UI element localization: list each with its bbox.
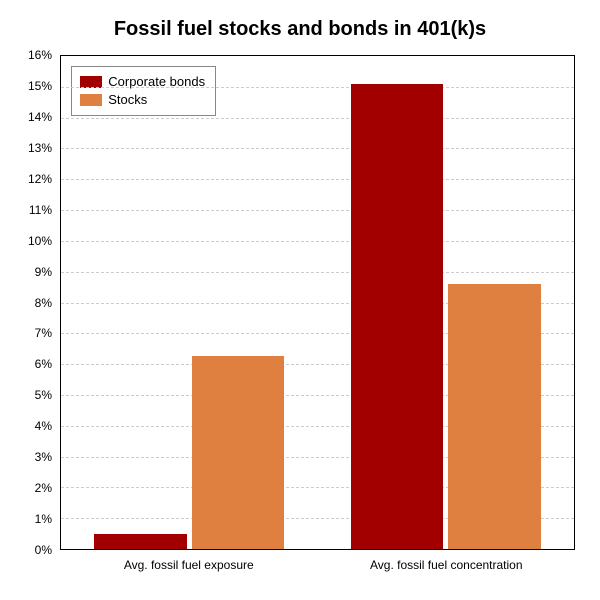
bar [351,84,443,549]
y-tick-label: 8% [35,296,52,310]
legend-swatch [80,94,102,106]
y-tick-label: 11% [29,203,52,217]
bar [448,284,540,549]
x-axis-labels: Avg. fossil fuel exposure Avg. fossil fue… [60,552,575,600]
y-tick-label: 16% [28,48,52,62]
y-tick-label: 14% [28,110,52,124]
gridline [61,148,574,149]
gridline [61,118,574,119]
chart-title: Fossil fuel stocks and bonds in 401(k)s [0,18,600,41]
y-tick-label: 10% [28,234,52,248]
y-tick-label: 7% [35,326,52,340]
bar [94,534,186,549]
legend-item: Corporate bonds [80,73,205,91]
y-tick-label: 12% [28,172,52,186]
y-tick-label: 4% [35,419,52,433]
gridline [61,210,574,211]
plot-area: Corporate bondsStocks [60,55,575,550]
legend: Corporate bondsStocks [71,66,216,116]
legend-item: Stocks [80,91,205,109]
gridline [61,272,574,273]
y-tick-label: 2% [35,481,52,495]
x-tick-label: Avg. fossil fuel exposure [124,558,254,572]
y-tick-label: 3% [35,450,52,464]
gridline [61,87,574,88]
y-tick-label: 1% [35,512,52,526]
legend-label: Stocks [108,91,147,109]
y-tick-label: 9% [35,265,52,279]
chart-container: Fossil fuel stocks and bonds in 401(k)s … [0,0,600,600]
legend-label: Corporate bonds [108,73,205,91]
y-tick-label: 6% [35,357,52,371]
gridline [61,179,574,180]
y-axis-labels: 0%1%2%3%4%5%6%7%8%9%10%11%12%13%14%15%16… [0,55,56,550]
x-tick-label: Avg. fossil fuel concentration [370,558,523,572]
y-tick-label: 0% [35,543,52,557]
bar [192,356,284,549]
y-tick-label: 15% [28,79,52,93]
gridline [61,241,574,242]
y-tick-label: 13% [28,141,52,155]
y-tick-label: 5% [35,388,52,402]
